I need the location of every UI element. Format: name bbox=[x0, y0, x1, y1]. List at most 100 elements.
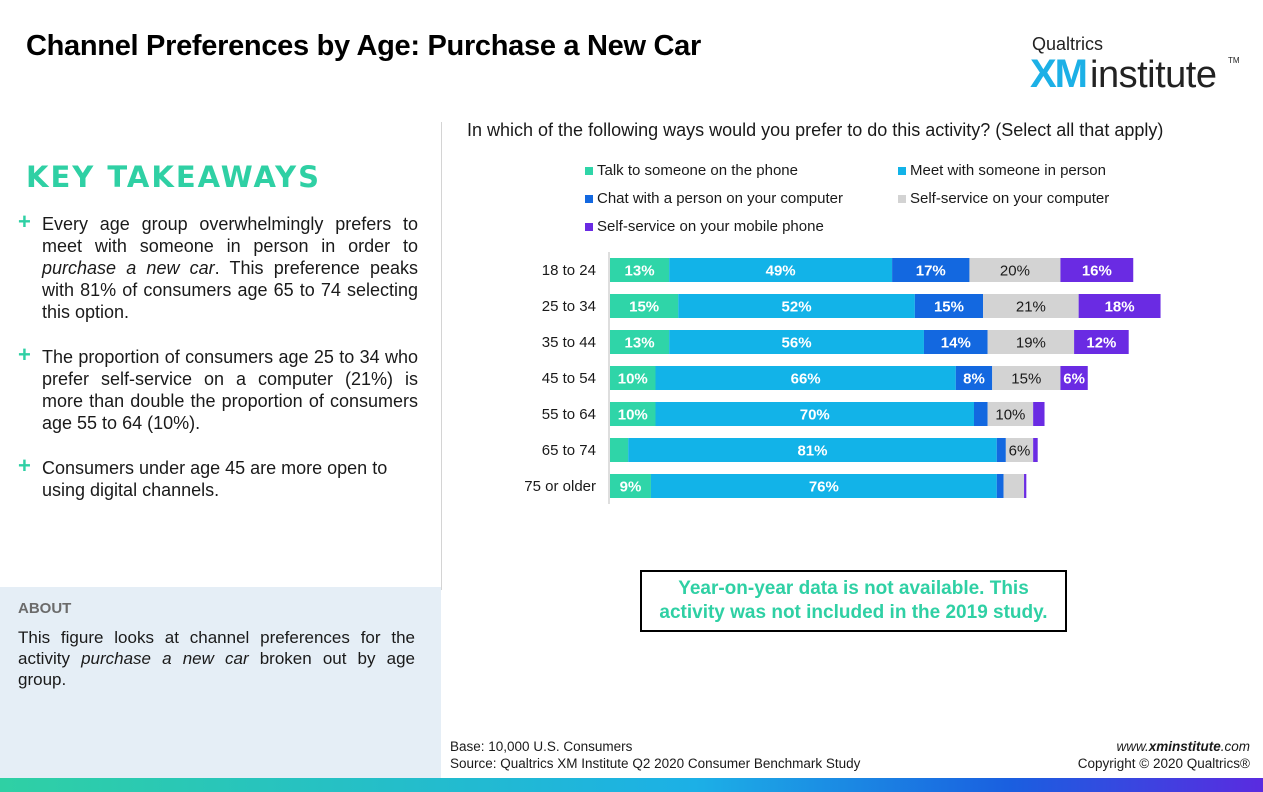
yoy-notice-box: Year-on-year data is not available. This… bbox=[640, 570, 1067, 632]
bar-segment bbox=[1033, 402, 1045, 426]
bar-segment bbox=[1060, 366, 1088, 390]
legend-item-chat: Chat with a person on your computer bbox=[585, 190, 843, 207]
data-label: 70% bbox=[800, 407, 830, 424]
bar-segment bbox=[669, 330, 924, 354]
legend-item-in-person: Meet with someone in person bbox=[898, 162, 1106, 179]
bar-segment bbox=[610, 366, 656, 390]
data-label: 10% bbox=[995, 407, 1025, 424]
bar-segment bbox=[1060, 258, 1134, 282]
takeaway-item: + The proportion of consumers age 25 to … bbox=[18, 342, 418, 434]
data-label: 6% bbox=[1063, 371, 1085, 388]
category-label: 35 to 44 bbox=[542, 334, 596, 351]
data-label: 10% bbox=[618, 371, 648, 388]
data-label: 15% bbox=[629, 299, 659, 316]
bar-segment bbox=[1005, 438, 1034, 462]
logo-trademark: TM bbox=[1228, 56, 1240, 65]
legend-item-self-computer: Self-service on your computer bbox=[898, 190, 1109, 207]
yoy-notice-line: activity was not included in the 2019 st… bbox=[659, 602, 1048, 623]
bar-segment bbox=[923, 330, 988, 354]
data-label: 12% bbox=[1086, 335, 1116, 352]
footer-url[interactable]: www.xminstitute.com bbox=[1116, 739, 1250, 754]
data-label: 15% bbox=[1011, 371, 1041, 388]
data-label: 9% bbox=[620, 479, 642, 496]
data-label: 52% bbox=[782, 299, 812, 316]
bar-segment bbox=[974, 402, 988, 426]
bar-segment bbox=[1078, 294, 1161, 318]
about-title: ABOUT bbox=[18, 600, 72, 617]
legend-swatch bbox=[585, 194, 593, 203]
data-label: 19% bbox=[1016, 335, 1046, 352]
survey-question: In which of the following ways would you… bbox=[467, 120, 1164, 140]
page-title: Channel Preferences by Age: Purchase a N… bbox=[26, 30, 701, 62]
category-label: 55 to 64 bbox=[542, 406, 596, 423]
logo-institute-text: institute bbox=[1090, 54, 1217, 96]
bar-segment bbox=[610, 438, 629, 462]
takeaway-item: + Consumers under age 45 are more open t… bbox=[18, 453, 388, 501]
bar-segment bbox=[914, 294, 984, 318]
footer-copyright-text: Copyright © 2020 Qualtrics® bbox=[1077, 756, 1250, 771]
yoy-notice-line: Year-on-year data is not available. This bbox=[678, 578, 1029, 599]
bar-segment bbox=[969, 258, 1061, 282]
data-label: 13% bbox=[625, 335, 655, 352]
data-label: 76% bbox=[809, 479, 839, 496]
data-label: 66% bbox=[791, 371, 821, 388]
bar-segment bbox=[669, 258, 893, 282]
data-label: 21% bbox=[1016, 299, 1046, 316]
legend-swatch bbox=[585, 166, 593, 175]
data-label: 20% bbox=[1000, 263, 1030, 280]
data-label: 49% bbox=[766, 263, 796, 280]
plus-icon: + bbox=[18, 342, 31, 367]
data-label: 56% bbox=[782, 335, 812, 352]
data-label: 15% bbox=[934, 299, 964, 316]
data-label: 16% bbox=[1082, 263, 1112, 280]
legend-item-phone: Talk to someone on the phone bbox=[585, 162, 798, 179]
logo-qualtrics-text: Qualtrics bbox=[1032, 34, 1104, 54]
bar-segment bbox=[610, 258, 670, 282]
bar-segment bbox=[610, 402, 656, 426]
category-label: 45 to 54 bbox=[542, 370, 596, 387]
category-label: 75 or older bbox=[524, 478, 596, 495]
data-label: 81% bbox=[797, 443, 827, 460]
category-label: 18 to 24 bbox=[542, 262, 596, 279]
category-label: 65 to 74 bbox=[542, 442, 596, 459]
plus-icon: + bbox=[18, 453, 31, 478]
data-label: 13% bbox=[625, 263, 655, 280]
bar-segment bbox=[1024, 474, 1027, 498]
footer-copyright: www.xminstitute.com Copyright © 2020 Qua… bbox=[1078, 738, 1250, 772]
bar-segment bbox=[955, 366, 993, 390]
takeaway-item: + Every age group overwhelmingly prefers… bbox=[18, 209, 418, 323]
bar-segment bbox=[655, 402, 974, 426]
bar-segment bbox=[1003, 474, 1025, 498]
legend-swatch bbox=[898, 194, 906, 203]
bar-segment bbox=[610, 474, 651, 498]
bar-segment bbox=[987, 330, 1075, 354]
bar-segment bbox=[1074, 330, 1129, 354]
data-label: 14% bbox=[941, 335, 971, 352]
data-label: 8% bbox=[963, 371, 985, 388]
bar-segment bbox=[1033, 438, 1038, 462]
bar-segment bbox=[678, 294, 915, 318]
bar-segment bbox=[655, 366, 956, 390]
footer-source-text: Source: Qualtrics XM Institute Q2 2020 C… bbox=[450, 756, 861, 771]
bar-segment bbox=[892, 258, 970, 282]
vertical-divider bbox=[441, 122, 442, 590]
legend-item-self-mobile: Self-service on your mobile phone bbox=[585, 218, 824, 235]
plus-icon: + bbox=[18, 209, 31, 234]
about-panel bbox=[0, 587, 441, 778]
qualtrics-xm-institute-logo: Qualtrics XM institute TM bbox=[1030, 34, 1245, 96]
legend-swatch bbox=[585, 222, 593, 231]
bar-segment bbox=[650, 474, 997, 498]
bar-segment bbox=[996, 438, 1006, 462]
category-label: 25 to 34 bbox=[542, 298, 596, 315]
bar-segment bbox=[628, 438, 997, 462]
logo-xm-text: XM bbox=[1030, 52, 1088, 96]
bar-segment bbox=[996, 474, 1004, 498]
bottom-gradient-bar bbox=[0, 778, 1263, 792]
data-label: 6% bbox=[1009, 443, 1031, 460]
legend-swatch bbox=[898, 166, 906, 175]
footer-base: Base: 10,000 U.S. Consumers bbox=[450, 739, 633, 754]
bar-segment bbox=[610, 294, 679, 318]
about-text: This figure looks at channel preferences… bbox=[18, 628, 415, 689]
bar-segment bbox=[983, 294, 1079, 318]
